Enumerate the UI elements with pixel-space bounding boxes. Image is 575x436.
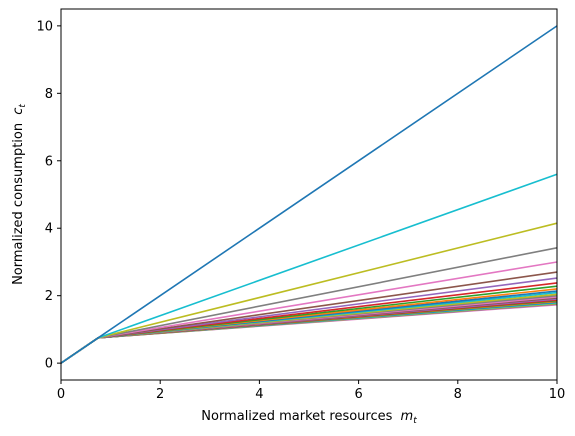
- x-tick-label: 10: [549, 387, 566, 402]
- y-ticks: 0 2 4 6 8 10: [36, 19, 61, 372]
- y-tick-label: 0: [45, 357, 53, 372]
- plot-frame: [60, 8, 558, 381]
- y-tick-label: 6: [45, 154, 53, 169]
- y-tick-label: 8: [45, 87, 53, 102]
- x-tick-label: 0: [57, 387, 65, 402]
- x-tick-label: 2: [156, 387, 164, 402]
- series-lines: [60, 25, 558, 364]
- y-tick-label: 10: [36, 19, 53, 34]
- x-tick-label: 6: [354, 387, 362, 402]
- x-axis-label: Normalized market resources mt: [201, 409, 417, 426]
- series-line-3: [60, 222, 558, 364]
- series-line-1: [60, 25, 558, 364]
- y-tick-label: 4: [45, 222, 53, 237]
- x-tick-label: 8: [454, 387, 462, 402]
- x-tick-label: 4: [255, 387, 263, 402]
- x-ticks: 0 2 4 6 8 10: [57, 380, 565, 402]
- y-axis-label: Normalized consumption ct: [11, 104, 28, 285]
- y-tick-label: 2: [45, 289, 53, 304]
